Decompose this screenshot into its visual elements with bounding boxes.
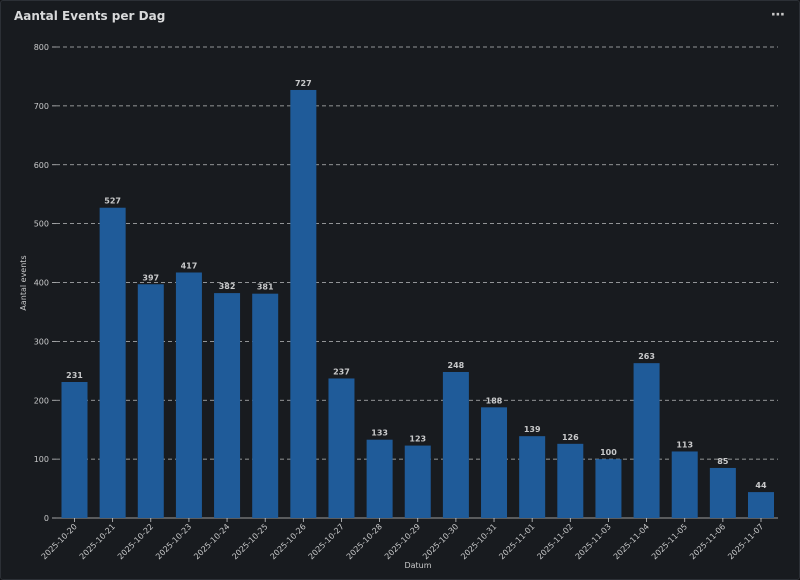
x-tick-label: 2025-11-06 xyxy=(688,522,727,561)
bar[interactable] xyxy=(671,451,698,518)
y-tick-label: 400 xyxy=(34,279,49,288)
more-horizontal-icon[interactable]: ⋯ xyxy=(771,7,785,23)
y-tick-label: 300 xyxy=(34,337,49,346)
bar[interactable] xyxy=(595,459,622,518)
bar-value-label: 123 xyxy=(409,435,426,444)
bar-value-label: 248 xyxy=(448,361,465,370)
y-tick-label: 200 xyxy=(34,396,49,405)
x-tick-label: 2025-10-29 xyxy=(383,522,422,561)
x-tick-label: 2025-11-01 xyxy=(497,522,536,561)
x-tick-label: 2025-11-05 xyxy=(650,522,689,561)
bar-value-label: 85 xyxy=(717,457,729,466)
x-tick-label: 2025-10-24 xyxy=(192,522,231,561)
panel-title: Aantal Events per Dag xyxy=(14,9,166,23)
bar-value-label: 727 xyxy=(295,79,312,88)
x-tick-label: 2025-11-04 xyxy=(612,522,651,561)
bar[interactable] xyxy=(481,407,508,518)
bar[interactable] xyxy=(557,443,584,518)
x-tick-label: 2025-10-21 xyxy=(78,522,117,561)
y-tick-label: 500 xyxy=(34,220,49,229)
y-tick-label: 0 xyxy=(44,514,49,523)
x-axis-label: Datum xyxy=(404,561,431,570)
bar[interactable] xyxy=(214,293,241,518)
bar-value-label: 381 xyxy=(257,283,274,292)
bar-value-label: 100 xyxy=(600,448,617,457)
y-axis-ticks: 0 100 200 300 400 500 600 700 800 xyxy=(34,43,56,523)
bar-value-label: 417 xyxy=(181,261,198,270)
x-tick-label: 2025-10-26 xyxy=(269,522,308,561)
bar-value-label: 382 xyxy=(219,282,236,291)
bars xyxy=(61,89,774,518)
bar-value-label: 188 xyxy=(486,396,503,405)
bar[interactable] xyxy=(519,436,546,518)
x-tick-label: 2025-11-02 xyxy=(535,522,574,561)
bar[interactable] xyxy=(137,284,164,518)
bar-value-label: 133 xyxy=(371,429,388,438)
x-axis-ticks: 2025-10-202025-10-212025-10-222025-10-23… xyxy=(40,518,765,561)
bar[interactable] xyxy=(328,378,355,518)
bar-value-label: 139 xyxy=(524,425,541,434)
bar[interactable] xyxy=(404,445,431,518)
y-tick-label: 600 xyxy=(34,161,49,170)
bar[interactable] xyxy=(748,492,774,518)
bar[interactable] xyxy=(709,467,736,518)
x-tick-label: 2025-10-23 xyxy=(154,522,193,561)
bar-value-labels: 231 527 397 417 382 381 727 237 133 123 248 188 139 1… xyxy=(66,79,767,490)
y-axis-label: Aantal events xyxy=(19,255,28,310)
x-tick-label: 2025-10-22 xyxy=(116,522,155,561)
bar-value-label: 44 xyxy=(755,481,767,490)
x-tick-label: 2025-10-28 xyxy=(345,522,384,561)
bar-value-label: 231 xyxy=(66,371,83,380)
bar[interactable] xyxy=(61,381,88,518)
y-tick-label: 800 xyxy=(34,43,49,52)
bar-value-label: 126 xyxy=(562,433,579,442)
x-tick-label: 2025-10-30 xyxy=(421,522,460,561)
bar[interactable] xyxy=(290,89,317,518)
x-tick-label: 2025-10-31 xyxy=(459,522,498,561)
bar-value-label: 113 xyxy=(676,440,693,449)
bar[interactable] xyxy=(99,207,126,518)
bar[interactable] xyxy=(633,363,660,518)
x-tick-label: 2025-10-20 xyxy=(40,522,79,561)
x-tick-label: 2025-11-03 xyxy=(574,522,613,561)
x-tick-label: 2025-10-25 xyxy=(230,522,269,561)
x-tick-label: 2025-11-07 xyxy=(726,522,765,561)
bar-value-label: 263 xyxy=(638,352,655,361)
bar[interactable] xyxy=(175,272,202,518)
x-tick-label: 2025-10-27 xyxy=(307,522,346,561)
bar-value-label: 527 xyxy=(104,197,121,206)
bar-value-label: 397 xyxy=(142,273,159,282)
bar[interactable] xyxy=(252,293,279,518)
y-tick-label: 700 xyxy=(34,102,49,111)
bar[interactable] xyxy=(442,371,469,518)
bar-value-label: 237 xyxy=(333,367,350,376)
bar[interactable] xyxy=(366,439,393,518)
y-tick-label: 100 xyxy=(34,455,49,464)
